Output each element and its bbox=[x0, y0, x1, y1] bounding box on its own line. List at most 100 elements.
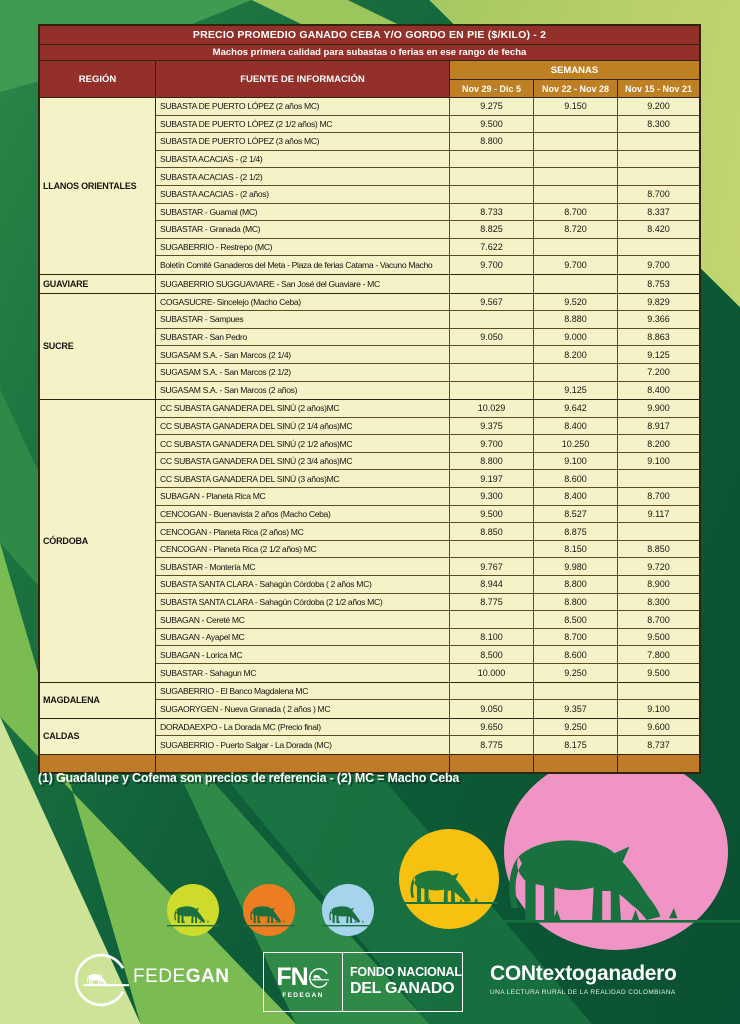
source-cell: SUGASAM S.A. - San Marcos (2 1/4) bbox=[156, 346, 450, 363]
fedegan-logo-mark bbox=[74, 953, 129, 1007]
price-cell: 9.050 bbox=[450, 328, 534, 346]
source-cell: SUBASTA SANTA CLARA - Sahagún Córdoba ( … bbox=[156, 576, 450, 593]
price-cell: 10.029 bbox=[450, 400, 534, 417]
source-cell: SUGASAM S.A. - San Marcos (2 años) bbox=[156, 381, 450, 400]
source-cell: SUBAGAN - Planeta Rica MC bbox=[156, 488, 450, 505]
region-group: MAGDALENA SUGABERRIO - El Banco Magdalena… bbox=[40, 682, 699, 719]
row-list: DORADAEXPO - La Dorada MC (Precio final)… bbox=[156, 718, 699, 754]
price-cell: 9.700 bbox=[534, 256, 618, 274]
fng-g-cow-icon bbox=[308, 967, 329, 988]
price-cell: 8.600 bbox=[534, 646, 618, 663]
source-cell: SUBAGAN - Lorica MC bbox=[156, 646, 450, 663]
price-cell bbox=[450, 611, 534, 628]
column-header-source: FUENTE DE INFORMACIÓN bbox=[156, 61, 450, 97]
price-cell: 8.737 bbox=[647, 740, 670, 751]
region-label: SUCRE bbox=[40, 293, 156, 400]
price-cell bbox=[618, 239, 699, 256]
source-cell: Boletín Comité Ganaderos del Meta - Plaz… bbox=[156, 256, 450, 274]
source-cell: CC SUBASTA GANADERA DEL SINÚ (2 3/4 años… bbox=[156, 452, 450, 470]
region-group: SUCRE COGASUCRE- Sincelejo (Macho Ceba) 9.… bbox=[40, 293, 699, 401]
table-row: CENCOGAN - Planeta Rica (2 1/2 años) MC 8… bbox=[156, 540, 699, 559]
price-cell: 9.700 bbox=[450, 256, 534, 274]
price-cell bbox=[618, 470, 699, 487]
orange-circle-cow-graphic bbox=[243, 884, 295, 936]
table-row: CC SUBASTA GANADERA DEL SINÚ (2 1/4 años… bbox=[156, 417, 699, 436]
price-cell: 8.875 bbox=[534, 523, 618, 540]
source-cell: CC SUBASTA GANADERA DEL SINÚ (2 1/2 años… bbox=[156, 435, 450, 452]
table-row: SUBASTA ACACIAS - (2 1/2) bbox=[156, 168, 699, 186]
table-row: COGASUCRE- Sincelejo (Macho Ceba) 9.567 9.… bbox=[156, 293, 699, 312]
price-cell: 9.000 bbox=[534, 328, 618, 346]
price-cell: 9.767 bbox=[450, 558, 534, 576]
table-header: REGIÓN FUENTE DE INFORMACIÓN SEMANAS Nov… bbox=[40, 61, 699, 98]
footer-bar-cell bbox=[450, 754, 534, 772]
price-cell: 9.117 bbox=[647, 508, 670, 519]
price-cell: 8.700 bbox=[647, 189, 670, 200]
price-cell bbox=[534, 238, 618, 256]
table-row: CENCOGAN - Planeta Rica (2 años) MC 8.850… bbox=[156, 523, 699, 541]
price-cell: 8.863 bbox=[647, 332, 670, 343]
price-cell: 9.650 bbox=[450, 718, 534, 736]
price-cell: 8.800 bbox=[450, 452, 534, 470]
column-header-region: REGIÓN bbox=[40, 61, 156, 97]
region-label: CALDAS bbox=[40, 718, 156, 754]
price-cell: 9.100 bbox=[534, 452, 618, 470]
source-cell: SUBASTAR - Guamal (MC) bbox=[156, 203, 450, 221]
price-cell: 9.500 bbox=[450, 505, 534, 523]
price-cell: 8.720 bbox=[534, 221, 618, 238]
price-cell: 8.300 bbox=[647, 596, 670, 607]
table-row: CC SUBASTA GANADERA DEL SINÚ (2 1/2 años… bbox=[156, 435, 699, 453]
price-cell bbox=[534, 682, 618, 700]
price-cell bbox=[450, 363, 534, 381]
source-cell: SUBASTAR - Granada (MC) bbox=[156, 221, 450, 238]
footer-bar-cell bbox=[618, 755, 699, 772]
source-cell: SUBASTAR - Sahagun MC bbox=[156, 664, 450, 682]
table-subtitle: Machos primera calidad para subastas o f… bbox=[40, 45, 699, 61]
price-cell: 9.980 bbox=[534, 558, 618, 576]
price-cell: 8.700 bbox=[534, 203, 618, 221]
price-cell bbox=[534, 115, 618, 133]
source-cell: SUGABERRIO - Puerto Salgar - La Dorada (… bbox=[156, 736, 450, 754]
price-cell: 8.337 bbox=[647, 206, 670, 217]
price-cell: 8.420 bbox=[647, 224, 670, 235]
price-cell: 9.197 bbox=[450, 470, 534, 488]
fng-sub-text: FEDEGAN bbox=[282, 992, 324, 999]
table-row: SUGASAM S.A. - San Marcos (2 años) 9.125 8… bbox=[156, 381, 699, 400]
fng-abbr: FN bbox=[276, 965, 329, 990]
row-list: SUGABERRIO SUGGUAVIARE - San José del Gu… bbox=[156, 274, 699, 293]
row-list: CC SUBASTA GANADERA DEL SINÚ (2 años)MC 1… bbox=[156, 400, 699, 682]
price-cell: 8.300 bbox=[647, 118, 670, 129]
price-cell: 8.800 bbox=[534, 593, 618, 611]
table-row: SUBASTAR - Granada (MC) 8.825 8.720 8.420 bbox=[156, 221, 699, 239]
price-cell bbox=[450, 682, 534, 700]
price-cell: 9.567 bbox=[450, 293, 534, 311]
source-cell: SUBASTA DE PUERTO LÓPEZ (2 años MC) bbox=[156, 98, 450, 115]
table-row: SUBAGAN - Planeta Rica MC 9.300 8.400 8.700 bbox=[156, 488, 699, 506]
source-cell: CENCOGAN - Buenavista 2 años (Macho Ceba… bbox=[156, 505, 450, 523]
price-cell: 9.375 bbox=[450, 417, 534, 435]
price-cell bbox=[450, 346, 534, 363]
table-row: CC SUBASTA GANADERA DEL SINÚ (3 años)MC 9… bbox=[156, 470, 699, 489]
price-cell: 9.300 bbox=[450, 488, 534, 505]
price-cell: 8.700 bbox=[647, 491, 670, 502]
price-cell: 8.500 bbox=[450, 646, 534, 663]
source-cell: COGASUCRE- Sincelejo (Macho Ceba) bbox=[156, 293, 450, 311]
table-row: SUBASTA DE PUERTO LÓPEZ (2 1/2 años) MC 9… bbox=[156, 115, 699, 134]
price-cell: 9.500 bbox=[647, 632, 670, 643]
ground-line bbox=[167, 925, 219, 927]
price-cell bbox=[534, 363, 618, 381]
price-cell: 9.050 bbox=[450, 700, 534, 718]
source-cell: SUGABERRIO - El Banco Magdalena MC bbox=[156, 682, 450, 700]
source-cell: SUGABERRIO - Restrepo (MC) bbox=[156, 238, 450, 256]
price-cell: 9.250 bbox=[534, 664, 618, 682]
price-cell: 8.733 bbox=[450, 203, 534, 221]
week-labels: Nov 29 - Dic 5 Nov 22 - Nov 28 Nov 15 - … bbox=[450, 80, 699, 97]
ground-line bbox=[322, 925, 374, 927]
price-cell bbox=[450, 185, 534, 203]
price-cell: 8.400 bbox=[647, 385, 670, 396]
footer-bar-cell bbox=[534, 754, 618, 772]
price-cell: 9.900 bbox=[647, 403, 670, 414]
table-row: DORADAEXPO - La Dorada MC (Precio final)… bbox=[156, 718, 699, 737]
region-group: CÓRDOBA CC SUBASTA GANADERA DEL SINÚ (2 a… bbox=[40, 400, 699, 683]
contextoganadero-name: CONtextoganadero bbox=[490, 962, 677, 985]
